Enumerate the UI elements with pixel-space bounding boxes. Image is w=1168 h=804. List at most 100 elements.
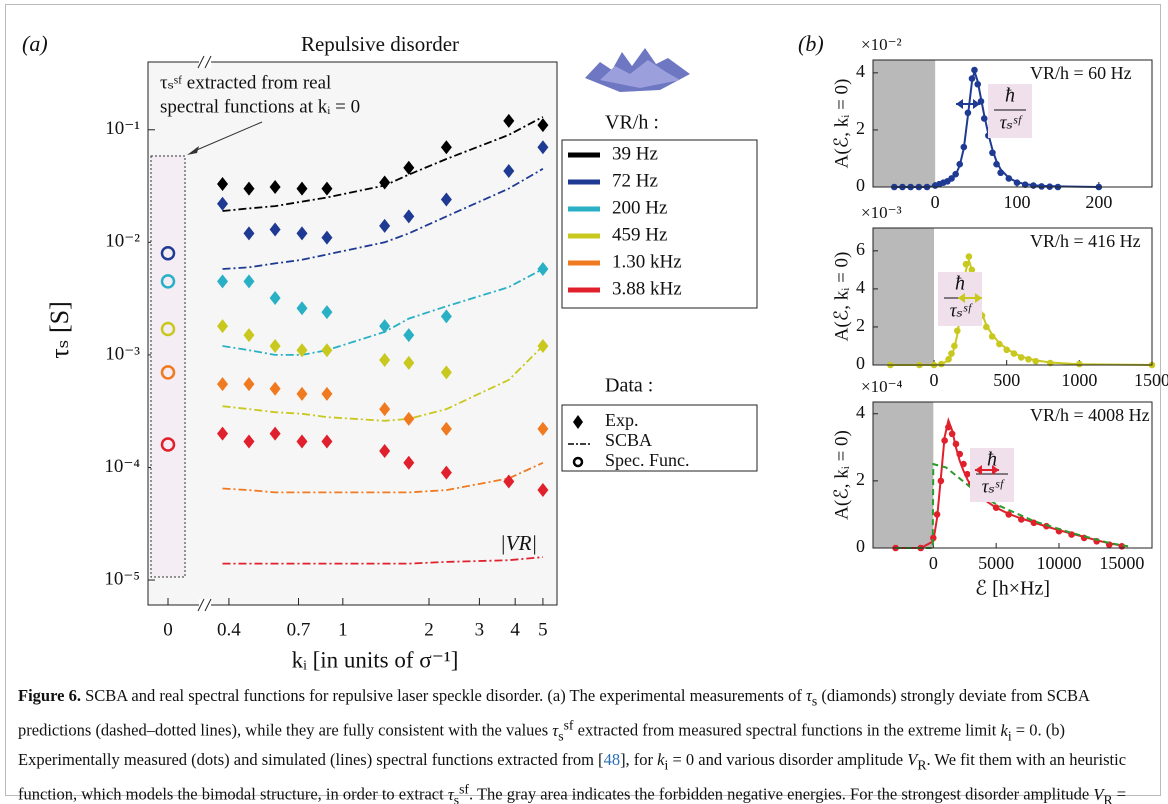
scba-line: [222, 268, 544, 356]
math-subscript: i: [664, 757, 669, 773]
legend-label: 200 Hz: [612, 197, 667, 218]
diamond-marker: [296, 434, 308, 449]
diamond-marker: [243, 434, 255, 449]
x-tick-label: 5: [538, 619, 548, 640]
caption-math: τssf: [447, 781, 469, 804]
diamond-marker: [503, 113, 515, 128]
chart-title: Repulsive disorder: [301, 32, 459, 56]
annotation: VR/h = 60 Hz: [1030, 63, 1132, 83]
diamond-marker: [217, 196, 229, 211]
figure-frame: [5, 4, 1161, 796]
diamond-marker: [217, 426, 229, 441]
legend-label: 72 Hz: [612, 170, 658, 191]
x-tick-label: 0: [929, 553, 938, 573]
scba-line: [222, 345, 544, 422]
multiplier: ×10⁻²: [861, 35, 902, 54]
legend-title: Data :: [605, 375, 653, 397]
math-subscript: R: [917, 757, 927, 773]
diamond-marker: [243, 274, 255, 289]
legend-label: SCBA: [605, 430, 652, 450]
multiplier: ×10⁻³: [861, 203, 902, 222]
legend-label: Spec. Func.: [605, 450, 690, 470]
caption-text: . We fit them with an heuristic function…: [18, 750, 1127, 804]
axis-break: [197, 598, 205, 612]
caption: Figure 6. SCBA and real spectral functio…: [18, 684, 1153, 804]
legend-box: [561, 404, 758, 472]
diamond-marker: [503, 474, 515, 489]
diamond-marker: [503, 164, 515, 179]
reference-link[interactable]: 48: [603, 750, 621, 770]
caption-math: τs: [805, 686, 817, 708]
x-tick-label: 3: [475, 619, 485, 640]
speckle-surface: [585, 48, 690, 92]
math-symbol: τ: [447, 784, 454, 804]
diamond-marker: [403, 209, 415, 224]
legend-box: [561, 139, 758, 309]
diamond-marker: [269, 222, 281, 237]
panel-label: (a): [22, 31, 48, 56]
x-tick-label: 0: [163, 619, 173, 640]
spec-circle: [160, 274, 176, 289]
width-label: ħ: [1005, 85, 1015, 107]
axis-break: [204, 598, 212, 612]
diamond-marker: [269, 180, 281, 195]
annotation: τₛˢᶠ extracted from real: [160, 72, 331, 93]
annotation: spectral functions at kᵢ = 0: [160, 96, 360, 117]
diamond-marker: [321, 434, 333, 449]
y-tick-label: 10⁻⁵: [104, 568, 140, 589]
half-width-arrow: [975, 293, 982, 303]
legend-label: Exp.: [605, 410, 639, 430]
caption-text: SCBA and real spectral functions for rep…: [80, 686, 806, 705]
half-width-arrow: [956, 99, 963, 109]
forbidden-region: [873, 60, 936, 187]
scba-line: [222, 168, 544, 270]
diamond-marker: [440, 421, 452, 436]
diamond-marker: [440, 192, 452, 207]
half-width-arrow: [992, 465, 999, 475]
diamond-marker: [321, 230, 333, 245]
diamond-marker: [269, 381, 281, 396]
diamond-marker: [379, 353, 391, 368]
forbidden-region: [873, 402, 934, 548]
diamond-marker: [440, 365, 452, 380]
spec-circle: [160, 365, 176, 380]
diamond-marker: [537, 118, 549, 133]
diamond-marker: [296, 181, 308, 196]
diamond-marker: [379, 402, 391, 417]
caption-math: τssf: [552, 717, 573, 743]
spec-circle: [160, 321, 176, 337]
panel-label: (b): [798, 31, 824, 56]
diamond-marker: [379, 444, 391, 459]
caption-text: ], for: [620, 750, 658, 770]
scba-line: [222, 461, 544, 494]
caption-text: = 4008 kHz, the green dashed line indica…: [1116, 784, 1127, 804]
diamond-marker: [269, 426, 281, 441]
legend-label: 39 Hz: [612, 143, 658, 164]
diamond-marker: [537, 261, 549, 276]
spec-circle: [160, 437, 176, 452]
diamond-marker: [321, 343, 333, 358]
diamond-marker: [217, 377, 229, 392]
caption-text: extracted from measured spectral functio…: [573, 720, 1001, 740]
x-tick-label: 200: [1085, 192, 1112, 212]
math-symbol: τ: [805, 686, 812, 705]
x-tick-label: 15000: [1099, 553, 1144, 573]
diamond-marker: [243, 377, 255, 392]
x-tick-label: 5000: [978, 553, 1014, 573]
caption-text: = 0. (b) Experimentally measured (dots) …: [18, 720, 1065, 770]
diamond-marker: [296, 301, 308, 316]
diamond-marker: [379, 175, 391, 190]
diamond-marker: [403, 411, 415, 426]
plot-border: [872, 401, 1153, 549]
arrow-label: |VR|: [500, 531, 537, 555]
legend-circle: [572, 456, 584, 468]
legend-label: 459 Hz: [612, 224, 667, 245]
y-tick-label: 10⁻⁴: [104, 456, 140, 477]
math-subscript: i: [1007, 728, 1012, 744]
figure: 10⁻⁵10⁻⁴10⁻³10⁻²10⁻¹0 0.4 0.7 1 2 3 4 5(a) Repul…: [22, 31, 1168, 672]
annotation-arrowhead: [187, 146, 199, 155]
x-tick-label: 0.4: [217, 619, 241, 640]
y-tick-label: 2: [856, 118, 865, 138]
diamond-marker: [440, 309, 452, 324]
